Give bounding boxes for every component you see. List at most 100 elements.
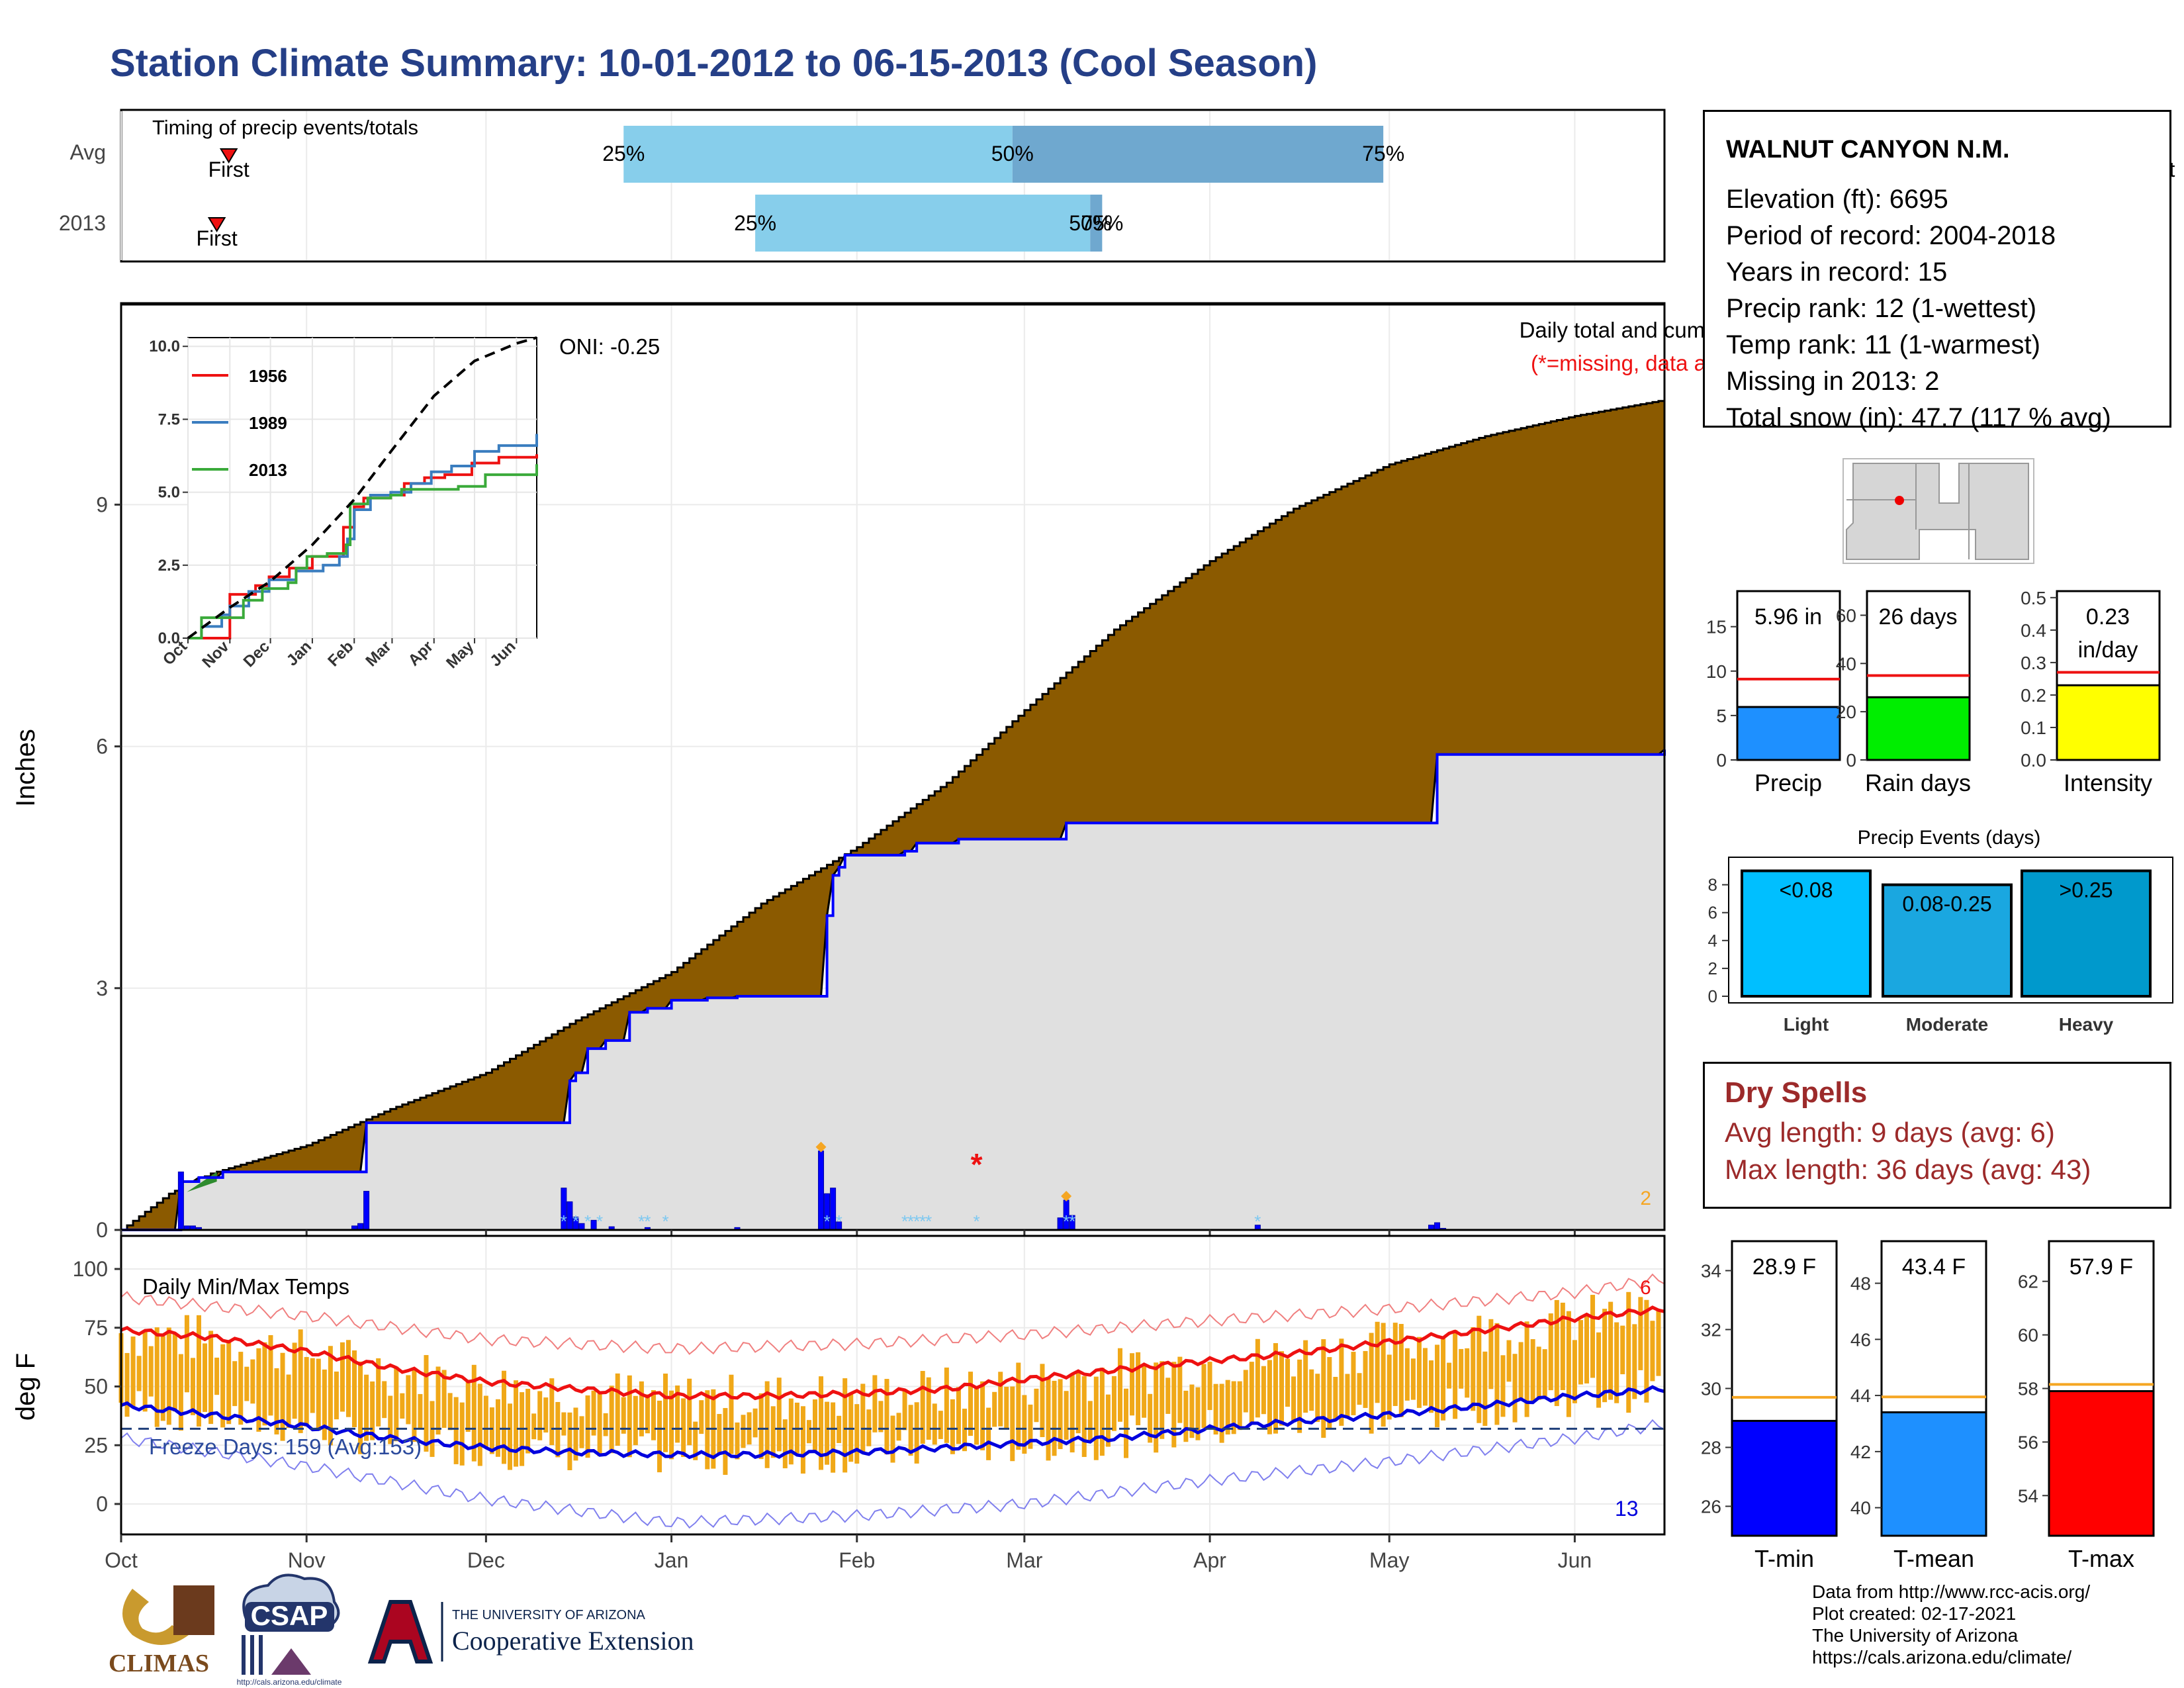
summary-value-unit: in/day	[2078, 637, 2138, 663]
summary-bar-intensity: 0.0 0.1 0.2 0.3 0.4 0.5 0.23 in/day Intensity	[2021, 588, 2161, 796]
inset-y-tick-label: 0.0	[158, 630, 180, 647]
daily-temp-bar	[1297, 1359, 1302, 1433]
daily-temp-bar	[591, 1390, 596, 1436]
ua-unit: Cooperative Extension	[452, 1626, 694, 1656]
summary-bar-t-max: 54 56 58 60 62 57.9 F T-max	[2018, 1240, 2155, 1572]
daily-temp-bar	[525, 1388, 531, 1454]
daily-temp-bar	[394, 1366, 399, 1442]
dry-spells-title: Dry Spells	[1725, 1076, 1868, 1109]
credit-line: The University of Arizona	[1812, 1625, 2019, 1646]
daily-temp-bar	[418, 1393, 423, 1429]
daily-temp-bar	[1105, 1394, 1111, 1447]
daily-temp-bar	[203, 1343, 208, 1412]
daily-temp-bar	[1363, 1350, 1368, 1408]
daily-temp-bar	[1195, 1387, 1201, 1440]
daily-temp-bar	[1477, 1315, 1482, 1423]
daily-temp-bar	[819, 1376, 824, 1470]
daily-temp-bar	[675, 1385, 680, 1443]
summary-category-label: Precip	[1754, 769, 1822, 796]
month-label: Oct	[105, 1548, 138, 1572]
daily-temp-bar	[1644, 1299, 1649, 1403]
daily-temp-bar	[1327, 1357, 1332, 1429]
summary-y-tick-label: 26	[1701, 1497, 1721, 1517]
daily-temp-bar	[615, 1373, 620, 1446]
snow-marker: *	[572, 1211, 579, 1231]
daily-temp-bar	[776, 1378, 782, 1452]
locator-map	[1843, 458, 2034, 564]
daily-temp-bar	[1130, 1353, 1135, 1416]
daily-temp-bar	[400, 1393, 405, 1419]
p75-label: 75%	[1362, 142, 1404, 165]
daily-temp-bar	[579, 1416, 584, 1448]
daily-temp-bar	[250, 1359, 255, 1404]
csap-url: http://cals.arizona.edu/climate	[237, 1677, 342, 1687]
summary-y-tick-label: 54	[2018, 1485, 2038, 1506]
daily-temp-bar	[573, 1407, 578, 1461]
daily-temp-bar	[1273, 1343, 1278, 1434]
credit-line: https://cals.arizona.edu/climate/	[1812, 1647, 2072, 1667]
daily-temp-bar	[244, 1366, 250, 1401]
snow-marker: *	[596, 1211, 603, 1231]
summary-y-tick-label: 48	[1850, 1274, 1871, 1294]
daily-temp-bar	[860, 1383, 866, 1452]
daily-temp-bar	[806, 1420, 811, 1444]
snow-marker: *	[1254, 1211, 1261, 1231]
station-name: WALNUT CANYON N.M.	[1726, 136, 2010, 164]
summary-y-tick-label: 42	[1850, 1442, 1871, 1462]
daily-temp-bar	[1345, 1374, 1350, 1418]
university-of-arizona-logo: THE UNIVERSITY OF ARIZONA Cooperative Ex…	[367, 1600, 694, 1664]
daily-temp-bar	[310, 1358, 315, 1413]
daily-temp-bar	[687, 1378, 692, 1446]
daily-temp-bar	[944, 1367, 949, 1443]
daily-precip-bar	[1057, 1217, 1064, 1231]
summary-y-tick-label: 30	[1701, 1379, 1721, 1399]
oni-label: ONI: -0.25	[559, 334, 660, 359]
summary-y-tick-label: 44	[1850, 1385, 1871, 1406]
daily-temp-bar	[872, 1375, 878, 1432]
daily-temp-bar	[1392, 1323, 1398, 1407]
summary-y-tick-label: 62	[2018, 1272, 2038, 1292]
summary-category-label: Intensity	[2064, 769, 2152, 796]
daily-temp-bar	[1453, 1330, 1458, 1419]
temp-panel: 0 25 50 75 100 Oct Nov Dec Jan Feb Mar Apr May Jun D…	[11, 1235, 1666, 1572]
daily-temp-bar	[920, 1371, 925, 1444]
inset-y-tick-label: 10.0	[149, 338, 180, 355]
daily-temp-bar	[1243, 1370, 1248, 1413]
daily-temp-bar	[729, 1374, 734, 1454]
daily-temp-bar	[1459, 1348, 1464, 1389]
daily-temp-bar	[1124, 1388, 1129, 1458]
tmax-average-line	[120, 1305, 1665, 1401]
daily-temp-bar	[1261, 1366, 1266, 1415]
daily-temp-bar	[1614, 1322, 1619, 1403]
daily-temp-bar	[633, 1395, 638, 1446]
daily-temp-bar	[699, 1400, 704, 1434]
daily-temp-bar	[412, 1369, 417, 1442]
event-y-tick-label: 6	[1708, 903, 1717, 923]
daily-precip-bar	[363, 1191, 370, 1231]
daily-temp-bar	[1117, 1348, 1122, 1422]
summary-category-label: T-max	[2068, 1545, 2134, 1572]
daily-temp-bar	[1542, 1349, 1547, 1397]
precip-y-axis-label: Inches	[11, 729, 40, 807]
climas-logo: CLIMAS	[109, 1585, 214, 1677]
month-label: Jan	[655, 1548, 689, 1572]
page-title: Station Climate Summary: 10-01-2012 to 0…	[110, 42, 1318, 85]
daily-temp-bar	[1028, 1404, 1033, 1449]
daily-temp-bar	[621, 1397, 626, 1434]
daily-temp-bar	[1512, 1354, 1518, 1423]
summary-value-label: 26 days	[1878, 604, 1957, 630]
station-info-line: Elevation (ft): 6695	[1726, 185, 1948, 214]
daily-precip-bar	[1434, 1222, 1441, 1231]
daily-temp-bar	[190, 1358, 195, 1415]
month-label: Feb	[839, 1548, 875, 1572]
daily-temp-bar	[1351, 1352, 1356, 1415]
daily-temp-bar	[723, 1408, 728, 1476]
event-category-label: Moderate	[1906, 1014, 1988, 1035]
summary-y-tick-label: 40	[1850, 1498, 1871, 1519]
daily-temp-bar	[825, 1401, 830, 1465]
summary-bar	[2048, 1390, 2155, 1537]
daily-temp-bar	[890, 1415, 895, 1463]
daily-temp-bar	[1249, 1362, 1254, 1425]
timing-bar-50-75	[1090, 195, 1103, 252]
